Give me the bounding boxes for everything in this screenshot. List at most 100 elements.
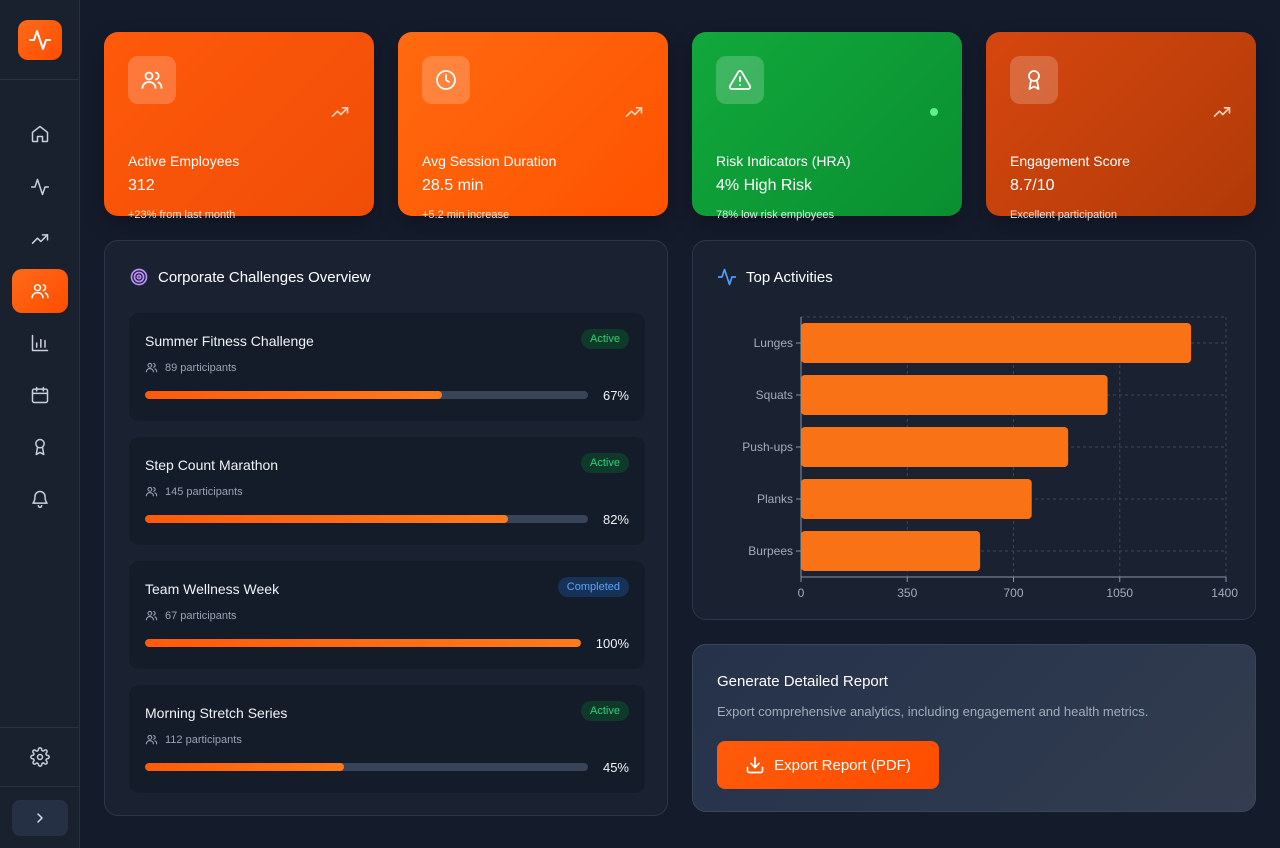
- sidebar-item-home[interactable]: [12, 112, 68, 156]
- expand-sidebar-button[interactable]: [12, 800, 68, 836]
- bar-chart-icon: [31, 334, 49, 352]
- stat-label: Engagement Score: [1010, 153, 1130, 169]
- export-report-button[interactable]: Export Report (PDF): [717, 741, 939, 789]
- challenges-panel-title: Corporate Challenges Overview: [129, 267, 371, 287]
- progress-percent: 100%: [595, 636, 629, 651]
- y-tick-label: Squats: [756, 388, 793, 402]
- stat-icon-box: [128, 56, 176, 104]
- app-logo[interactable]: [18, 20, 62, 60]
- x-tick-label: 350: [897, 586, 917, 600]
- stat-label: Active Employees: [128, 153, 240, 169]
- x-tick-label: 700: [1003, 586, 1023, 600]
- stat-value: 4% High Risk: [716, 177, 813, 194]
- x-tick-label: 1400: [1211, 586, 1238, 600]
- top-activities-chart: Lunges Squats Push-ups Planks Burpees 0 350 700…: [742, 316, 1238, 600]
- challenge-name: Team Wellness Week: [145, 581, 280, 597]
- status-badge: Completed: [557, 577, 629, 597]
- challenge-card[interactable]: Step Count Marathon Active 145 participa…: [129, 437, 645, 545]
- activity-icon: [717, 268, 737, 286]
- progress-percent: 82%: [602, 512, 629, 527]
- users-icon: [145, 486, 158, 497]
- top-activities-panel: Top Activities Lunges Squats Push-ups Plank…: [692, 240, 1256, 620]
- users-icon: [141, 71, 163, 89]
- y-tick-label: Planks: [757, 492, 793, 506]
- challenge-card[interactable]: Team Wellness Week Completed 67 particip…: [129, 561, 645, 669]
- sidebar-divider: [0, 786, 80, 787]
- sidebar-item-analytics[interactable]: [12, 321, 68, 365]
- users-icon: [145, 362, 158, 373]
- participants-count: 112 participants: [165, 733, 242, 746]
- gear-icon: [30, 747, 50, 767]
- bar-planks: [801, 479, 1032, 519]
- panel-title-text: Top Activities: [746, 268, 833, 286]
- stat-card-engagement-score: Engagement Score 8.7/10 Excellent partic…: [986, 32, 1256, 221]
- sidebar-divider: [0, 727, 80, 728]
- sidebar-item-users[interactable]: [12, 269, 68, 313]
- stat-value: 8.7/10: [1010, 177, 1055, 194]
- report-description: Export comprehensive analytics, includin…: [717, 704, 1149, 719]
- sidebar-item-notifications[interactable]: [12, 477, 68, 521]
- challenge-card[interactable]: Summer Fitness Challenge Active 89 parti…: [129, 313, 645, 421]
- stat-label: Risk Indicators (HRA): [716, 153, 851, 169]
- participants-count: 145 participants: [165, 485, 243, 498]
- stat-card-active-employees: Active Employees 312 +23% from last mont…: [104, 32, 374, 221]
- sidebar-item-activity[interactable]: [12, 165, 68, 209]
- challenge-name: Step Count Marathon: [145, 457, 279, 473]
- trending-up-icon: [1213, 107, 1231, 117]
- stat-icon-box: [1010, 56, 1058, 104]
- target-icon: [130, 268, 148, 286]
- progress-percent: 67%: [602, 388, 629, 403]
- users-icon: [145, 610, 158, 621]
- calendar-icon: [31, 386, 49, 404]
- stat-card-risk-indicators: Risk Indicators (HRA) 4% High Risk 78% l…: [692, 32, 962, 221]
- status-dot: [930, 108, 938, 116]
- chevron-right-icon: [37, 813, 43, 823]
- bar-lunges: [801, 323, 1192, 363]
- stat-subtext: +5.2 min increase: [422, 209, 510, 221]
- trending-up-icon: [331, 107, 349, 117]
- download-icon: [746, 756, 764, 774]
- status-badge: Active: [581, 453, 629, 473]
- bar-squats: [801, 375, 1108, 415]
- stat-icon-box: [716, 56, 764, 104]
- sidebar-item-calendar[interactable]: [12, 373, 68, 417]
- report-card: Generate Detailed Report Export comprehe…: [692, 644, 1256, 812]
- award-icon: [1028, 70, 1040, 90]
- stat-subtext: 78% low risk employees: [716, 209, 834, 221]
- progress-bar: [145, 391, 588, 399]
- status-badge: Active: [581, 329, 629, 349]
- status-badge: Active: [581, 701, 629, 721]
- challenge-card[interactable]: Morning Stretch Series Active 112 partic…: [129, 685, 645, 793]
- y-tick-label: Push-ups: [742, 440, 793, 454]
- progress-fill: [145, 763, 345, 771]
- bar-burpees: [801, 531, 981, 571]
- participants-count: 89 participants: [165, 361, 237, 374]
- stat-subtext: Excellent participation: [1010, 209, 1118, 221]
- progress-bar: [145, 515, 588, 523]
- challenge-participants: 112 participants: [145, 733, 242, 746]
- challenge-participants: 89 participants: [145, 361, 237, 374]
- stat-card-avg-session: Avg Session Duration 28.5 min +5.2 min i…: [398, 32, 668, 221]
- alert-triangle-icon: [728, 70, 752, 90]
- users-icon: [145, 734, 158, 745]
- x-tick-label: 0: [798, 586, 805, 600]
- challenge-participants: 145 participants: [145, 485, 243, 498]
- stat-subtext: +23% from last month: [128, 209, 236, 221]
- sidebar: [0, 0, 80, 848]
- y-tick-label: Lunges: [754, 336, 793, 350]
- export-button-label: Export Report (PDF): [774, 756, 911, 774]
- sidebar-item-settings[interactable]: [12, 735, 68, 779]
- activities-panel-title: Top Activities: [717, 267, 833, 287]
- award-icon: [35, 438, 45, 456]
- clock-icon: [436, 70, 456, 90]
- panel-title-text: Corporate Challenges Overview: [158, 268, 371, 286]
- y-tick-label: Burpees: [748, 544, 793, 558]
- sidebar-item-rewards[interactable]: [12, 425, 68, 469]
- progress-fill: [145, 515, 509, 523]
- users-icon: [31, 284, 49, 299]
- trending-up-icon: [31, 234, 49, 244]
- sidebar-item-trends[interactable]: [12, 217, 68, 261]
- bell-icon: [32, 490, 48, 509]
- bar-push-ups: [801, 427, 1069, 467]
- sidebar-divider: [0, 79, 80, 80]
